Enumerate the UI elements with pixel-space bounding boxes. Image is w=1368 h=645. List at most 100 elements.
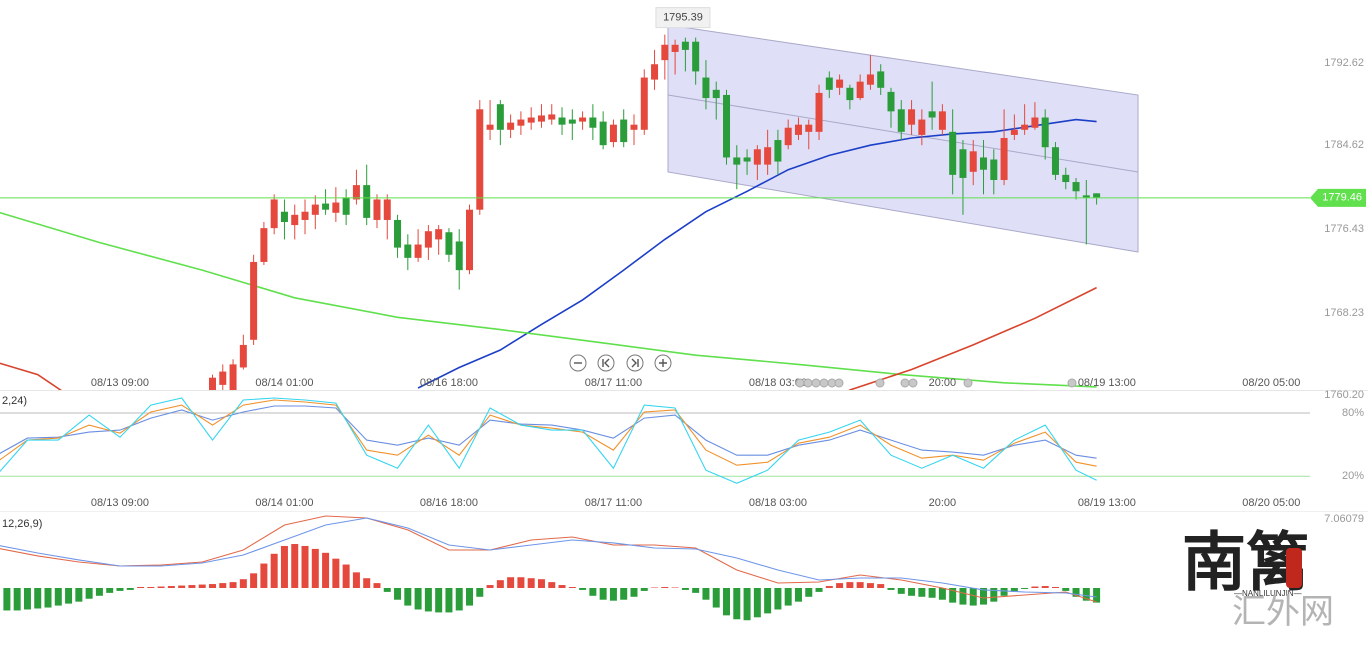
candle-body xyxy=(764,147,772,165)
macd-bar xyxy=(733,587,741,620)
macd-bar xyxy=(969,587,977,606)
macd-bar xyxy=(661,587,669,588)
macd-bar xyxy=(394,587,402,600)
seal xyxy=(1286,548,1302,588)
macd-bar xyxy=(13,587,21,611)
candle-body xyxy=(404,244,412,258)
candle-body xyxy=(640,77,648,130)
macd-bar xyxy=(435,587,443,613)
macd-bar xyxy=(404,587,412,606)
macd-bar xyxy=(620,587,628,600)
macd-bar xyxy=(1093,587,1101,603)
macd-bar xyxy=(106,587,114,593)
plot-layer: 1792.62 1784.62 1776.43 1768.23 1760.20 08/13… xyxy=(0,7,1366,621)
candle-body xyxy=(270,199,278,229)
macd-bar xyxy=(609,587,617,601)
macd-bar xyxy=(640,587,648,591)
candle-body xyxy=(383,199,391,220)
macd-bar xyxy=(188,585,196,588)
macd-bar xyxy=(23,587,31,610)
scroll-end-button[interactable] xyxy=(626,354,644,372)
candle-body xyxy=(774,140,782,162)
watermark-sub: —NANLILUNJIN— xyxy=(1234,589,1302,598)
candle-body xyxy=(517,119,525,126)
y-tick-label: 1760.20 xyxy=(1324,389,1364,401)
macd-bar xyxy=(692,587,700,593)
macd-bar xyxy=(1021,587,1029,589)
indicator-line xyxy=(0,286,1097,390)
x-tick-label: 20:00 xyxy=(929,497,957,509)
macd-bar xyxy=(291,544,299,588)
scroll-start-button[interactable] xyxy=(597,354,615,372)
candle-body xyxy=(219,371,227,385)
macd-bar xyxy=(928,587,936,598)
candle-body xyxy=(537,115,545,122)
macd-bar xyxy=(1062,587,1070,591)
candle-body xyxy=(476,109,484,210)
macd-bar xyxy=(445,587,453,613)
macd-bar xyxy=(34,587,42,609)
candle-body xyxy=(825,77,833,90)
macd-bar xyxy=(743,587,751,621)
candle-body xyxy=(692,41,700,72)
candle-body xyxy=(1031,117,1039,128)
macd-bar xyxy=(208,584,216,588)
x-tick-label: 08/19 13:00 xyxy=(1078,497,1136,509)
candle-body xyxy=(1093,193,1101,198)
macd-bar xyxy=(579,587,587,590)
macd-bar xyxy=(1072,587,1080,597)
candle-body xyxy=(794,124,802,135)
macd-bar xyxy=(157,586,165,588)
y-tick-label: 20% xyxy=(1342,470,1364,482)
macd-bar xyxy=(198,584,206,588)
candle-body xyxy=(681,41,689,50)
candle-body xyxy=(208,377,216,390)
candle-body xyxy=(856,81,864,99)
macd-bar xyxy=(908,587,916,596)
candle-body xyxy=(291,214,299,226)
macd-bar xyxy=(959,587,967,605)
candle-body xyxy=(723,94,731,158)
candle-body xyxy=(548,114,556,120)
macd-bar xyxy=(466,587,474,606)
candle-body xyxy=(568,119,576,124)
candle-body xyxy=(784,127,792,146)
candle-body xyxy=(805,124,813,132)
indicator-title: 12,26,9) xyxy=(2,518,42,530)
candle-body xyxy=(877,71,885,88)
candle-body xyxy=(630,124,638,130)
macd-bar xyxy=(784,587,792,606)
price-channel xyxy=(667,24,1139,253)
macd-bar xyxy=(815,587,823,592)
candle-body xyxy=(363,185,371,218)
macd-bar xyxy=(270,553,278,588)
macd-bar xyxy=(1051,587,1059,588)
macd-bar xyxy=(753,587,761,618)
candle-body xyxy=(918,119,926,135)
x-tick-label: 08/19 13:00 xyxy=(1078,377,1136,389)
macd-bar xyxy=(507,577,515,588)
zoom-out-button[interactable] xyxy=(569,354,587,372)
x-tick-label: 08/16 18:00 xyxy=(420,377,478,389)
macd-bar xyxy=(1031,586,1039,588)
macd-bar xyxy=(712,587,720,608)
zoom-in-button[interactable] xyxy=(654,354,672,372)
candle-body xyxy=(496,104,504,130)
candle-body xyxy=(424,231,432,248)
macd-bar xyxy=(764,587,772,614)
candle-body xyxy=(558,117,566,125)
candle-body xyxy=(815,92,823,132)
panel-labels: 7.06079 12,26,9) xyxy=(2,513,1364,530)
x-tick-label: 08/14 01:00 xyxy=(255,497,313,509)
macd-bar xyxy=(44,587,52,608)
macd-bar xyxy=(167,586,175,588)
macd-bar xyxy=(1000,587,1008,596)
candle-body xyxy=(980,157,988,170)
macd-bar xyxy=(877,584,885,588)
candle-body xyxy=(1021,124,1029,130)
macd-bar xyxy=(85,587,93,599)
x-tick-label: 08/17 11:00 xyxy=(585,377,642,389)
candle-body xyxy=(301,211,309,220)
indicator-line xyxy=(417,118,1097,389)
